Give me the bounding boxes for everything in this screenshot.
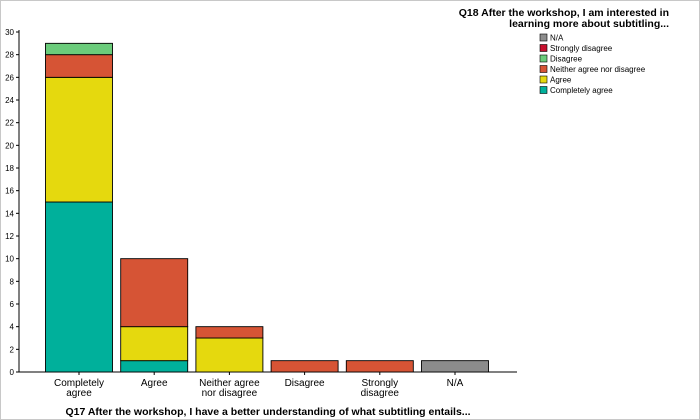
x-tick-label: Strongly: [361, 378, 398, 389]
bar-segment: [345, 360, 414, 373]
y-tick-label: 24: [5, 96, 14, 105]
y-tick-label: 6: [10, 300, 15, 309]
legend-swatch: [539, 86, 548, 94]
legend-swatch: [539, 65, 548, 73]
legend-label: Neither agree nor disagree: [550, 65, 646, 74]
y-tick-label: 0: [10, 368, 15, 377]
bar-segment: [45, 201, 113, 373]
bars: [45, 42, 489, 373]
y-tick-label: 10: [5, 255, 14, 264]
legend-title: Q18 After the workshop, I am interested …: [459, 7, 669, 19]
y-tick-label: 30: [5, 28, 14, 37]
x-axis-title: Q17 After the workshop, I have a better …: [65, 406, 470, 418]
bar-segment: [120, 360, 189, 373]
bar-segment: [421, 360, 489, 373]
legend-label: Strongly disagree: [550, 44, 613, 53]
y-tick-label: 2: [10, 345, 15, 354]
y-tick-label: 16: [5, 187, 14, 196]
bar-segment: [120, 326, 189, 362]
y-tick-label: 22: [5, 119, 14, 128]
y-tick-label: 4: [10, 323, 15, 332]
bar-segment: [45, 42, 113, 56]
y-tick-label: 8: [10, 277, 15, 286]
bar-segment: [45, 76, 113, 203]
legend: Q18 After the workshop, I am interested …: [459, 7, 669, 95]
bar-segment: [120, 258, 189, 328]
legend-label: Disagree: [550, 55, 583, 64]
legend-label: N/A: [550, 34, 564, 43]
y-tick-label: 18: [5, 164, 14, 173]
legend-swatch: [539, 33, 548, 42]
x-tick-label: Neither agree: [199, 378, 260, 389]
x-tick-label: N/A: [447, 378, 464, 389]
bar-segment: [195, 337, 264, 373]
y-tick-label: 14: [5, 209, 14, 218]
x-tick-label: disagree: [361, 388, 400, 399]
x-tick-label: Agree: [141, 378, 168, 389]
legend-title: learning more about subtitling...: [509, 18, 669, 30]
bar-segment: [45, 54, 113, 78]
y-tick-label: 12: [5, 232, 14, 241]
y-tick-label: 26: [5, 73, 14, 82]
bar-segment: [270, 360, 339, 373]
legend-swatch: [539, 54, 548, 63]
legend-label: Agree: [550, 76, 572, 85]
legend-label: Completely agree: [550, 86, 613, 95]
y-tick-label: 28: [5, 51, 14, 60]
legend-swatch: [539, 44, 548, 52]
x-tick-label: agree: [66, 388, 92, 399]
x-tick-label: Disagree: [285, 378, 325, 389]
y-tick-label: 20: [5, 141, 14, 150]
x-tick-label: nor disagree: [202, 388, 258, 399]
bar-segment: [195, 326, 264, 339]
x-tick-label: Completely: [54, 378, 104, 389]
legend-swatch: [539, 75, 548, 84]
